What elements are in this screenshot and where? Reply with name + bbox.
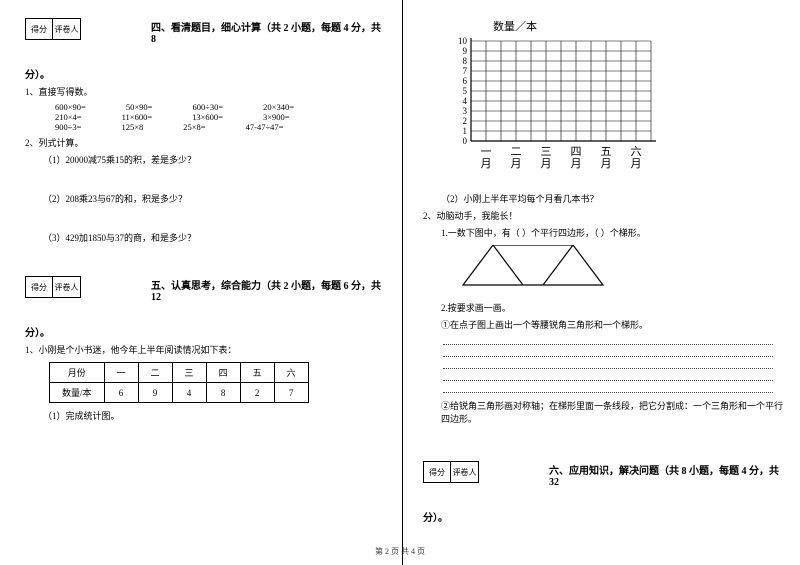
q2b: （2）208乘23与67的和，积是多少？ xyxy=(43,192,387,205)
svg-text:8: 8 xyxy=(463,56,468,66)
td: 2 xyxy=(240,383,274,403)
svg-text:7: 7 xyxy=(463,66,468,76)
section6-title: 六、应用知识，解决问题（共 8 小题，每题 4 分，共 32 xyxy=(549,462,785,488)
q2-label: 2、列式计算。 xyxy=(25,136,387,149)
score-cell-left: 得分 xyxy=(25,276,53,298)
svg-text:2: 2 xyxy=(463,116,468,126)
section4-title: 四、看清题目，细心计算（共 2 小题，每题 4 分，共 8 xyxy=(151,19,387,45)
th: 五 xyxy=(240,363,274,383)
section6-title-tail: 分）。 xyxy=(423,509,785,524)
r-q2-2b: ②给锐角三角形画对称轴；在梯形里面一条线段，把它分割成：一个三角形和一个平行四边… xyxy=(441,399,785,425)
calc-cell: 25×8= xyxy=(183,122,205,132)
th: 六 xyxy=(274,363,308,383)
th: 一 xyxy=(104,363,138,383)
th: 二 xyxy=(138,363,172,383)
section5-title-tail: 分）。 xyxy=(25,324,387,339)
score-box: 得分 评卷人 xyxy=(423,461,479,483)
th: 月份 xyxy=(50,363,105,383)
calc-cell: 600÷30= xyxy=(192,102,223,112)
right-column: 数量／本 109876543210一月二月三月四月五月六月 （2）小刚上半年平均… xyxy=(403,0,800,565)
page-footer: 第 2 页 共 4 页 xyxy=(0,546,800,557)
section5-title: 五、认真思考，综合能力（共 2 小题，每题 6 分，共 12 xyxy=(151,277,387,303)
calc-cell: 900÷3= xyxy=(55,122,81,132)
td: 9 xyxy=(138,383,172,403)
svg-text:1: 1 xyxy=(463,126,468,136)
s5-q1a: （1）完成统计图。 xyxy=(43,409,387,422)
calc-cell: 600×90= xyxy=(55,102,86,112)
td: 6 xyxy=(104,383,138,403)
section4-title-tail: 分）。 xyxy=(25,66,387,81)
td: 7 xyxy=(274,383,308,403)
svg-text:3: 3 xyxy=(463,106,468,116)
svg-text:四: 四 xyxy=(571,146,582,158)
dotted-line xyxy=(443,359,773,369)
calc-cell: 3×900= xyxy=(263,112,290,122)
calc-cell: 50×90= xyxy=(126,102,153,112)
dotted-line xyxy=(443,335,773,345)
table-row: 数量/本 6 9 4 8 2 7 xyxy=(50,383,309,403)
calc-row-0: 600×90= 50×90= 600÷30= 20×340= xyxy=(55,102,387,112)
svg-text:月: 月 xyxy=(631,158,642,170)
dotted-line xyxy=(443,383,773,393)
left-column: 得分 评卷人 四、看清题目，细心计算（共 2 小题，每题 4 分，共 8 分）。… xyxy=(0,0,403,565)
chart-svg: 109876543210一月二月三月四月五月六月 xyxy=(443,36,673,186)
svg-text:月: 月 xyxy=(481,158,492,170)
reading-table: 月份 一 二 三 四 五 六 数量/本 6 9 4 8 2 7 xyxy=(49,362,387,403)
s5-q1: 1、小刚是个小书迷，他今年上半年阅读情况如下表： xyxy=(25,343,387,356)
calc-cell: 47-47÷47= xyxy=(246,122,284,132)
svg-text:三: 三 xyxy=(541,146,552,158)
r-q2-1: 1.一数下图中，有（ ）个平行四边形，（ ）个梯形。 xyxy=(441,226,785,239)
calc-cell: 13×600= xyxy=(192,112,223,122)
q2c: （3）429加1850与37的商，和是多少？ xyxy=(43,231,387,244)
bar-chart-grid: 数量／本 109876543210一月二月三月四月五月六月 xyxy=(443,18,785,188)
section4-header: 得分 评卷人 四、看清题目，细心计算（共 2 小题，每题 4 分，共 8 xyxy=(25,18,387,46)
score-box: 得分 评卷人 xyxy=(25,276,81,298)
section5-header: 得分 评卷人 五、认真思考，综合能力（共 2 小题，每题 6 分，共 12 xyxy=(25,276,387,304)
svg-text:五: 五 xyxy=(601,146,612,158)
svg-text:一: 一 xyxy=(481,146,492,158)
r-q2-2a: ①在点子图上画出一个等腰锐角三角形和一个梯形。 xyxy=(441,318,785,331)
svg-text:6: 6 xyxy=(463,76,468,86)
th: 四 xyxy=(206,363,240,383)
svg-text:0: 0 xyxy=(463,136,468,146)
q1-label: 1、直接写得数。 xyxy=(25,85,387,98)
th: 三 xyxy=(172,363,206,383)
calc-row-2: 900÷3= 125×8 25×8= 47-47÷47= xyxy=(55,122,387,132)
q2a: （1）20000减75乘15的积，差是多少？ xyxy=(43,153,387,166)
svg-text:月: 月 xyxy=(571,158,582,170)
svg-text:4: 4 xyxy=(463,96,468,106)
td: 8 xyxy=(206,383,240,403)
q-avg: （2）小刚上半年平均每个月看几本书？ xyxy=(441,192,785,205)
dotted-line xyxy=(443,347,773,357)
calc-cell: 125×8 xyxy=(121,122,143,132)
section6-header: 得分 评卷人 六、应用知识，解决问题（共 8 小题，每题 4 分，共 32 xyxy=(423,461,785,489)
svg-text:六: 六 xyxy=(631,145,642,158)
svg-text:月: 月 xyxy=(601,158,612,170)
svg-text:5: 5 xyxy=(463,86,468,96)
score-box: 得分 评卷人 xyxy=(25,18,81,40)
calc-row-1: 210×4= 11×600= 13×600= 3×900= xyxy=(55,112,387,122)
r-q2: 2、动脑动手，我能长！ xyxy=(423,209,785,222)
calc-cell: 20×340= xyxy=(263,102,294,112)
chart-title: 数量／本 xyxy=(493,18,785,34)
svg-text:月: 月 xyxy=(541,158,552,170)
table-row: 月份 一 二 三 四 五 六 xyxy=(50,363,309,383)
svg-text:月: 月 xyxy=(511,158,522,170)
td: 4 xyxy=(172,383,206,403)
score-cell-right: 评卷人 xyxy=(53,276,81,298)
calc-cell: 210×4= xyxy=(55,112,82,122)
score-cell-left: 得分 xyxy=(423,461,451,483)
score-cell-right: 评卷人 xyxy=(53,18,81,40)
td: 数量/本 xyxy=(50,383,105,403)
dotted-line xyxy=(443,371,773,381)
trapezoid-shape xyxy=(453,245,623,295)
score-cell-left: 得分 xyxy=(25,18,53,40)
calc-cell: 11×600= xyxy=(122,112,153,122)
svg-text:10: 10 xyxy=(458,36,468,46)
r-q2-2: 2.按要求画一画。 xyxy=(441,301,785,314)
svg-text:二: 二 xyxy=(511,146,522,158)
svg-text:9: 9 xyxy=(463,46,468,56)
score-cell-right: 评卷人 xyxy=(451,461,479,483)
